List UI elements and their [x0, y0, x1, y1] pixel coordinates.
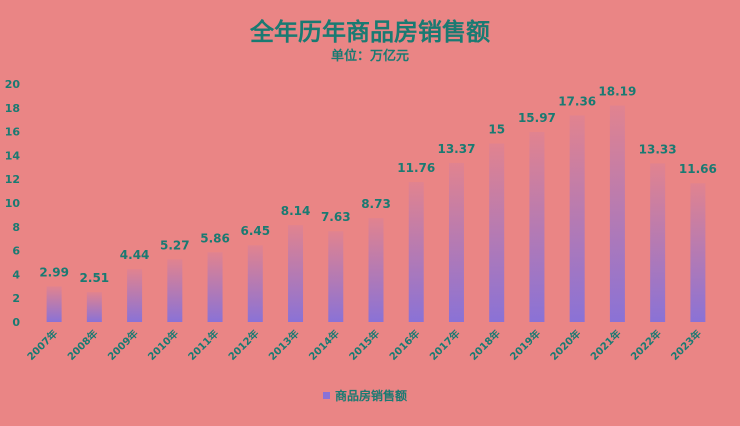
bar-value-label: 17.36 — [558, 94, 596, 108]
bar-value-label: 11.76 — [397, 161, 435, 175]
bar — [408, 182, 424, 322]
bar — [86, 292, 102, 322]
x-tick-label: 2016年 — [386, 327, 422, 363]
bar-value-label: 7.63 — [321, 210, 351, 224]
bar — [288, 225, 304, 322]
bar — [247, 245, 263, 322]
chart-subtitle: 单位：万亿元 — [331, 48, 409, 64]
bar — [328, 231, 344, 322]
bar — [448, 162, 464, 322]
legend[interactable]: 商品房销售额 — [323, 388, 407, 403]
x-tick-label: 2010年 — [145, 327, 181, 363]
bar-value-label: 15 — [488, 123, 505, 137]
x-tick-label: 2017年 — [427, 327, 463, 363]
bar — [489, 143, 505, 322]
x-tick-label: 2020年 — [547, 327, 583, 363]
x-tick-label: 2021年 — [588, 327, 624, 363]
x-tick-label: 2008年 — [65, 327, 101, 363]
bar — [569, 115, 585, 322]
bar-value-label: 2.99 — [39, 265, 69, 279]
bar-value-label: 18.19 — [598, 85, 636, 99]
bar — [46, 286, 62, 322]
bar-value-label: 11.66 — [679, 162, 717, 176]
bar — [167, 259, 183, 322]
y-tick-label: 6 — [12, 245, 20, 258]
bar-value-label: 8.73 — [361, 197, 391, 211]
bar — [529, 131, 545, 322]
legend-marker — [323, 392, 330, 399]
x-axis: 2007年 2008年 2009年 2010年 2011年 2012年 2013年 2014年… — [24, 327, 704, 363]
x-tick-label: 2022年 — [628, 327, 664, 363]
bar-value-label: 4.44 — [120, 248, 150, 262]
bar-value-label: 8.14 — [281, 204, 311, 218]
y-tick-label: 14 — [5, 149, 21, 162]
bar-value-label: 5.27 — [160, 238, 190, 252]
x-tick-label: 2012年 — [225, 327, 261, 363]
y-tick-label: 12 — [5, 173, 20, 186]
x-tick-label: 2018年 — [467, 327, 503, 363]
chart-title: 全年历年商品房销售额 — [249, 18, 490, 46]
y-tick-label: 16 — [5, 126, 21, 139]
bar — [127, 269, 143, 322]
value-labels-group: 2.99 2.51 4.44 5.27 5.86 6.45 8.14 7.63 8.73 11.7… — [39, 85, 717, 286]
bar-value-label: 5.86 — [200, 231, 230, 245]
x-tick-label: 2019年 — [507, 327, 543, 363]
y-tick-label: 4 — [12, 268, 20, 281]
y-tick-label: 10 — [5, 197, 21, 210]
legend-label: 商品房销售额 — [335, 388, 407, 403]
bar-value-label: 13.33 — [639, 142, 677, 156]
y-tick-label: 8 — [12, 221, 20, 234]
x-tick-label: 2011年 — [185, 327, 221, 363]
x-tick-label: 2009年 — [105, 327, 141, 363]
bar-value-label: 6.45 — [240, 224, 270, 238]
x-tick-label: 2013年 — [266, 327, 302, 363]
x-tick-label: 2015年 — [346, 327, 382, 363]
bar — [690, 183, 706, 322]
x-tick-label: 2014年 — [306, 327, 342, 363]
bar-value-label: 2.51 — [80, 271, 110, 285]
bar — [609, 105, 625, 322]
bar — [650, 163, 666, 322]
y-tick-label: 0 — [12, 316, 20, 329]
x-tick-label: 2007年 — [24, 327, 60, 363]
y-axis: 0 2 4 6 8 10 12 14 16 18 20 — [5, 78, 21, 329]
y-tick-label: 18 — [5, 102, 20, 115]
y-tick-label: 20 — [5, 78, 21, 91]
bar — [207, 252, 223, 322]
bars-group — [46, 105, 706, 322]
x-tick-label: 2023年 — [668, 327, 704, 363]
bar-value-label: 13.37 — [437, 142, 475, 156]
y-tick-label: 2 — [12, 292, 20, 305]
bar-value-label: 15.97 — [518, 111, 556, 125]
bar — [368, 218, 384, 322]
